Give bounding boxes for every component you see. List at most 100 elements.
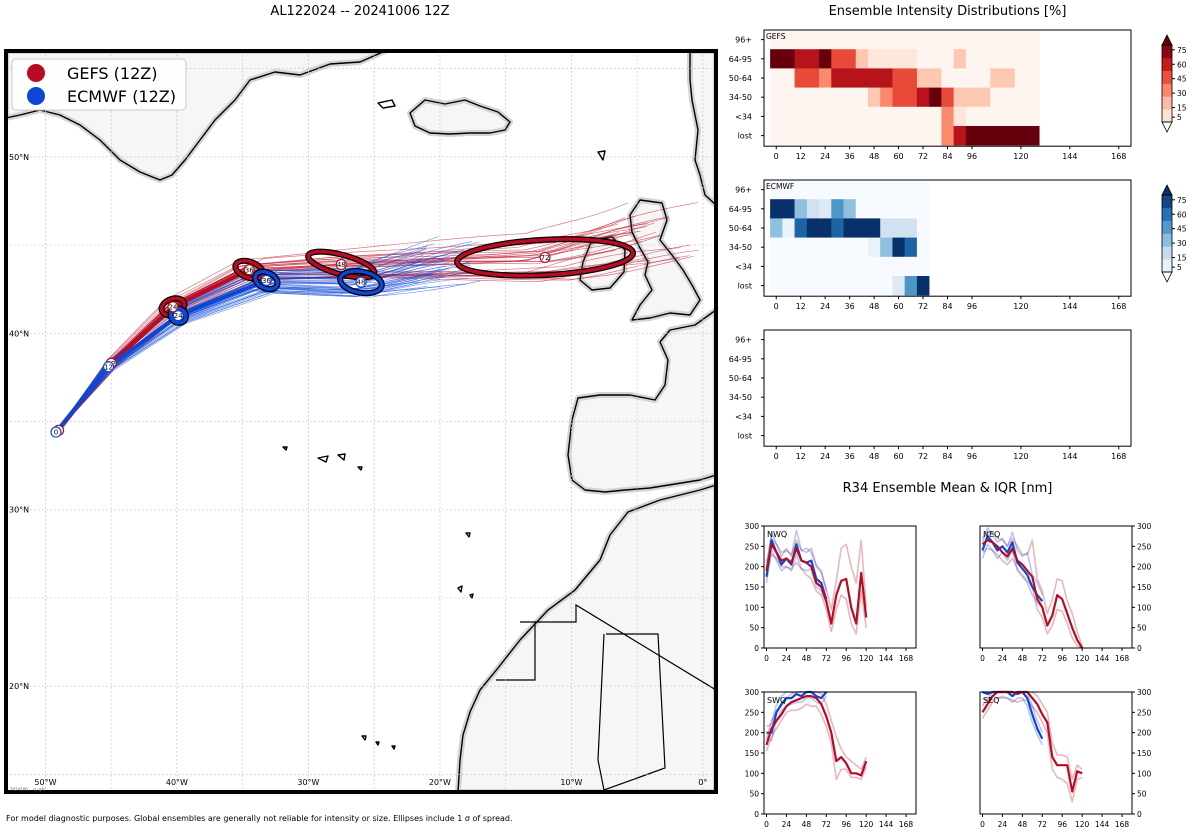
heatmap-cell xyxy=(978,87,991,108)
heatmap-x-tick-label: 168 xyxy=(1111,152,1126,161)
intensity-distribution-title: Ensemble Intensity Distributions [%] xyxy=(828,4,1067,19)
heatmap-row-label: lost xyxy=(738,282,752,291)
heatmap-cell xyxy=(806,49,820,69)
heatmap-cell xyxy=(965,30,979,50)
heatmap-cell xyxy=(916,237,930,258)
gefs-q25-line xyxy=(765,553,867,635)
heatmap-cell xyxy=(855,276,869,296)
heatmap-cell xyxy=(941,106,954,127)
heatmap-cell xyxy=(953,106,967,127)
r34-panel-label: SEQ xyxy=(983,696,999,705)
heatmap-x-tick-label: 36 xyxy=(845,152,855,161)
heatmap-x-tick-label: 72 xyxy=(918,302,928,311)
r34-x-tick-label: 144 xyxy=(879,820,894,829)
gefs-hour-label-marker xyxy=(539,251,551,264)
heatmap-cell xyxy=(1002,126,1016,146)
map-frame xyxy=(4,49,718,794)
heatmap-cell xyxy=(965,49,979,69)
heatmap-cell xyxy=(867,126,881,146)
heatmap-cell xyxy=(867,218,881,238)
heatmap-cell xyxy=(904,256,918,277)
heatmap-cell xyxy=(831,276,844,296)
heatmap-panel-label: GEFS xyxy=(766,32,786,41)
heatmap-cell xyxy=(978,106,991,127)
heatmap-cell xyxy=(916,106,930,127)
heatmap-cell xyxy=(1002,68,1016,88)
heatmap-cell xyxy=(855,126,869,146)
heatmap-cell xyxy=(843,199,857,219)
gefs-q75-line xyxy=(981,531,1083,647)
ecmwf-member-track xyxy=(55,280,481,433)
heatmap-x-tick-label: 24 xyxy=(820,452,830,461)
heatmap-cell xyxy=(867,180,881,200)
heatmap-cell xyxy=(953,49,967,69)
r34-x-tick-label: 96 xyxy=(1057,654,1067,663)
heatmap-cell xyxy=(929,30,942,50)
heatmap-cell xyxy=(1014,49,1028,69)
colorbar-swatch xyxy=(1162,233,1172,247)
r34-x-tick-label: 96 xyxy=(841,654,851,663)
colorbar-tick-label: 45 xyxy=(1177,225,1187,234)
r34-y-tick-label: 50 xyxy=(749,624,759,633)
heatmap-cell xyxy=(770,106,783,127)
heatmap-cell xyxy=(867,87,881,108)
r34-x-tick-label: 168 xyxy=(899,820,914,829)
colorbar-extend-max xyxy=(1161,34,1173,46)
heatmap-cell xyxy=(978,49,991,69)
heatmap-cell xyxy=(770,218,783,238)
heatmap-cell xyxy=(794,180,808,200)
heatmap-cell xyxy=(831,106,844,127)
lat-tick-label: 40°N xyxy=(9,329,29,338)
heatmap-cell xyxy=(880,218,893,238)
heatmap-cell xyxy=(1027,126,1040,146)
heatmap-cell xyxy=(794,126,808,146)
heatmap-cell xyxy=(880,276,893,296)
heatmap-cell xyxy=(953,30,967,50)
heatmap-cell xyxy=(929,49,942,69)
gefs-q75-line xyxy=(765,537,867,611)
r34-x-tick-label: 96 xyxy=(1057,820,1067,829)
coastlines xyxy=(6,51,716,792)
heatmap-cell xyxy=(1002,49,1016,69)
heatmap-cell xyxy=(867,237,881,258)
ecmwf-q25-line xyxy=(765,549,828,604)
heatmap-cell xyxy=(794,106,808,127)
colorbar-tick-label: 15 xyxy=(1177,254,1187,263)
heatmap-cell xyxy=(990,126,1003,146)
lon-tick-label: 20°W xyxy=(429,778,451,787)
colorbar-blues: 515 30 45 60 75 xyxy=(1161,184,1187,283)
heatmap-cell xyxy=(1002,87,1016,108)
heatmap-row-label: 64-95 xyxy=(729,205,752,214)
legend-marker-ecmwf xyxy=(27,87,45,105)
heatmap-cell xyxy=(806,180,820,200)
heatmap-cell xyxy=(843,68,857,88)
mean-tracks xyxy=(54,267,269,435)
heatmap-cell xyxy=(990,49,1003,69)
heatmap-cell xyxy=(855,49,869,69)
r34-x-tick-label: 0 xyxy=(980,820,985,829)
map-axis-labels: 50°W 40°W 30°W 20°W 10°W 0° 20°N 30°N 40°N 50°N xyxy=(9,153,707,787)
heatmap-row-label: 96+ xyxy=(735,336,752,345)
heatmap-x-tick-label: 144 xyxy=(1062,452,1077,461)
heatmap-x-tick-label: 36 xyxy=(845,302,855,311)
heatmap-cell xyxy=(904,276,918,296)
r34-x-tick-label: 72 xyxy=(822,820,832,829)
heatmap-cell xyxy=(892,218,905,238)
gefs-mean-line xyxy=(765,543,868,625)
heatmap-cell xyxy=(929,126,942,146)
r34-y-tick-label: 100 xyxy=(1137,769,1152,778)
heatmap-cell xyxy=(880,87,893,108)
heatmap-row-label: 34-50 xyxy=(729,393,752,402)
gefs-hour-label: 36 xyxy=(245,266,254,274)
r34-x-tick-label: 144 xyxy=(1095,820,1110,829)
colorbar-swatch xyxy=(1162,45,1172,59)
gefs-hour-label: 24 xyxy=(169,303,178,311)
heatmap-cell xyxy=(867,30,881,50)
heatmap-cell xyxy=(929,87,942,108)
heatmap-cell xyxy=(1027,30,1040,50)
heatmap-cell xyxy=(978,68,991,88)
colorbar-tick-label: 15 xyxy=(1177,104,1187,113)
heatmap-cell xyxy=(831,87,844,108)
heatmap-cell xyxy=(1027,87,1040,108)
r34-x-tick-label: 120 xyxy=(859,820,874,829)
